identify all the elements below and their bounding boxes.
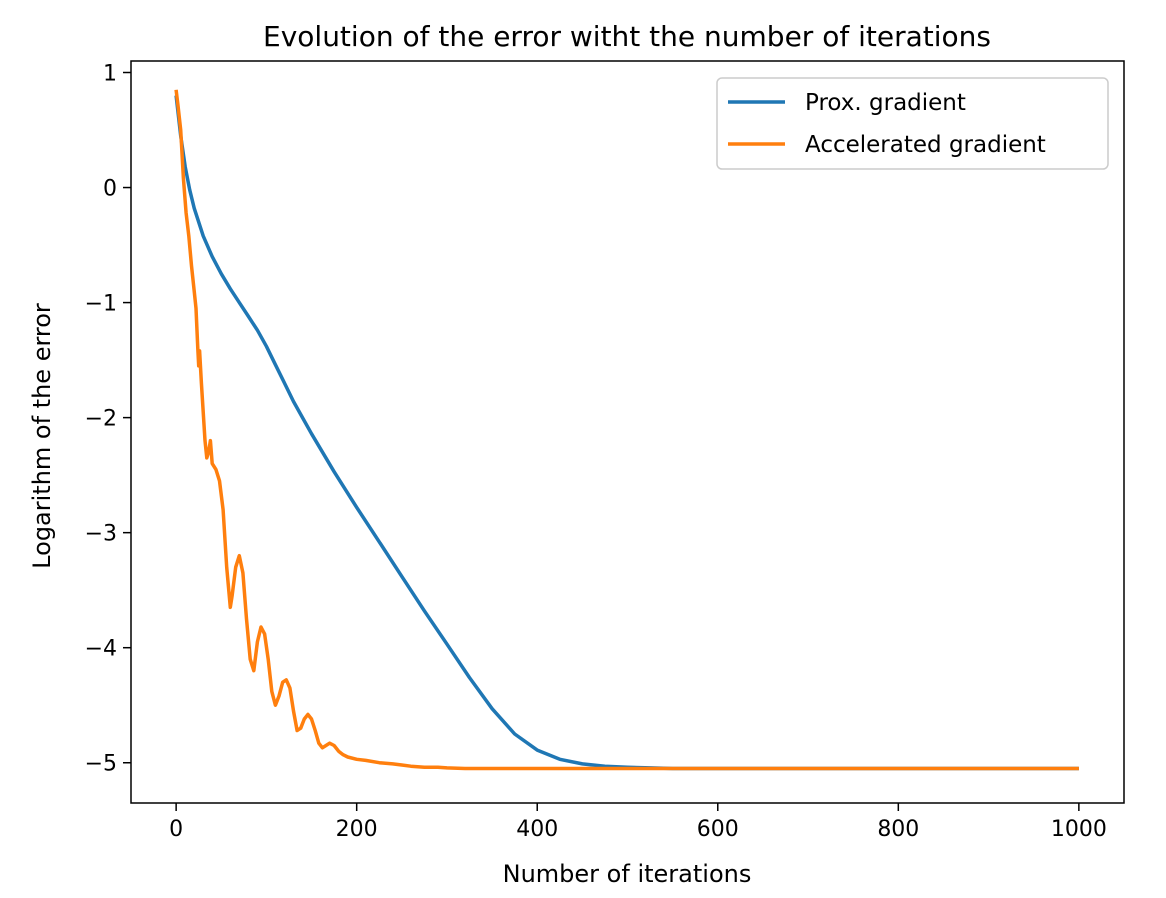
legend-label-0: Prox. gradient: [805, 90, 966, 116]
legend: Prox. gradient Accelerated gradient: [716, 77, 1109, 170]
y-tick-label: −1: [85, 292, 117, 317]
x-axis-label: Number of iterations: [503, 860, 752, 888]
y-tick-label: −5: [85, 752, 117, 777]
plot-area: [130, 60, 1125, 804]
x-tick-label: 200: [336, 817, 378, 842]
legend-label-1: Accelerated gradient: [805, 132, 1046, 158]
chart-title: Evolution of the error witht the number …: [263, 20, 991, 53]
y-axis-label: Logarithm of the error: [28, 303, 56, 569]
y-axis: 1 0 −1 −2 −3 −4 −5: [85, 62, 131, 777]
axes-frame: [130, 60, 1125, 804]
y-tick-label: 1: [103, 62, 117, 87]
x-tick-label: 800: [877, 817, 919, 842]
x-tick-label: 0: [169, 817, 183, 842]
y-tick-label: −4: [85, 637, 117, 662]
series-lines: [174, 89, 1079, 771]
x-axis: 0 200 400 600 800 1000: [169, 803, 1107, 842]
x-tick-label: 1000: [1051, 817, 1107, 842]
y-tick-label: 0: [103, 177, 117, 202]
series-line-1: [174, 89, 1079, 771]
x-tick-label: 400: [516, 817, 558, 842]
y-tick-label: −2: [85, 407, 117, 432]
x-tick-label: 600: [697, 817, 739, 842]
legend-box: [716, 77, 1109, 170]
y-tick-label: −3: [85, 522, 117, 547]
